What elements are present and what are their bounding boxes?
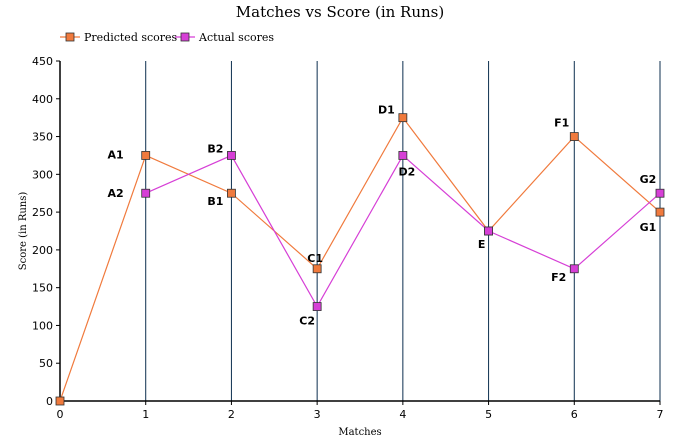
axes [59, 61, 660, 402]
point-label-d2: D2 [398, 165, 415, 178]
y-tick-label-450: 450 [32, 55, 53, 68]
y-tick-label-200: 200 [32, 244, 53, 257]
legend-label-2: Actual scores [198, 31, 274, 44]
x-tick-label-6: 6 [571, 408, 578, 421]
x-tick-label-0: 0 [57, 408, 64, 421]
x-tick-label-3: 3 [314, 408, 321, 421]
y-tick-label-350: 350 [32, 131, 53, 144]
series-2-point-2 [227, 151, 236, 160]
point-label-c2: C2 [299, 315, 315, 328]
y-tick-label-100: 100 [32, 319, 53, 332]
series-1-point-1 [141, 151, 151, 160]
series-lines [59, 116, 661, 402]
point-label-f1: F1 [554, 117, 569, 130]
legend-marker-2 [180, 32, 190, 42]
x-axis-title: Matches [338, 427, 381, 438]
y-tick-label-250: 250 [32, 206, 53, 219]
point-label-e: E [478, 238, 486, 251]
series-1-point-0 [55, 396, 65, 406]
x-tick-label-4: 4 [399, 408, 406, 421]
point-label-f2: F2 [551, 271, 566, 284]
point-label-a2: A2 [108, 187, 124, 200]
y-tick-label-50: 50 [39, 357, 53, 370]
series-2-point-3 [312, 302, 322, 311]
series-1-point-2 [227, 188, 236, 198]
series-1-point-3 [312, 264, 322, 274]
series-points [55, 113, 665, 406]
series-1-point-7 [655, 207, 665, 217]
series-1-point-6 [569, 132, 579, 141]
legend: Predicted scores Actual scores [60, 31, 274, 44]
series-2-point-7 [655, 188, 665, 198]
x-tick-label-1: 1 [142, 408, 149, 421]
legend-label-1: Predicted scores [84, 31, 178, 44]
series-line-1 [59, 116, 661, 402]
y-tick-label-150: 150 [32, 282, 53, 295]
point-label-b2: B2 [207, 142, 223, 155]
x-tick-label-7: 7 [657, 408, 664, 421]
x-tick-label-5: 5 [485, 408, 492, 421]
x-tick-label-2: 2 [228, 408, 235, 421]
series-2-point-5 [484, 226, 493, 236]
point-label-b1: B1 [207, 195, 223, 208]
series-2-point-4 [398, 151, 408, 160]
y-axis-title: Score (in Runs) [18, 192, 29, 271]
y-tick-label-400: 400 [32, 93, 53, 106]
point-label-g2: G2 [640, 173, 657, 186]
point-label-a1: A1 [108, 148, 124, 161]
point-labels: A1 B1 C1 D1 E F1 G1 A2 B2 C2 D2 F2 G2 [108, 104, 657, 328]
grid [145, 61, 661, 401]
chart-title: Matches vs Score (in Runs) [236, 3, 444, 21]
point-label-c1: C1 [307, 252, 323, 265]
series-2-point-6 [569, 264, 579, 274]
series-1-point-4 [398, 113, 408, 123]
point-label-d1: D1 [378, 104, 395, 117]
series-2-point-1 [141, 188, 151, 198]
legend-marker-1 [65, 32, 75, 42]
y-tick-label-300: 300 [32, 168, 53, 181]
y-tick-label-0: 0 [46, 395, 53, 408]
point-label-g1: G1 [640, 221, 657, 234]
ticks: 0 50 100 150 200 250 300 350 400 450 0 1 2 3 4 5 6 7 [32, 55, 664, 421]
